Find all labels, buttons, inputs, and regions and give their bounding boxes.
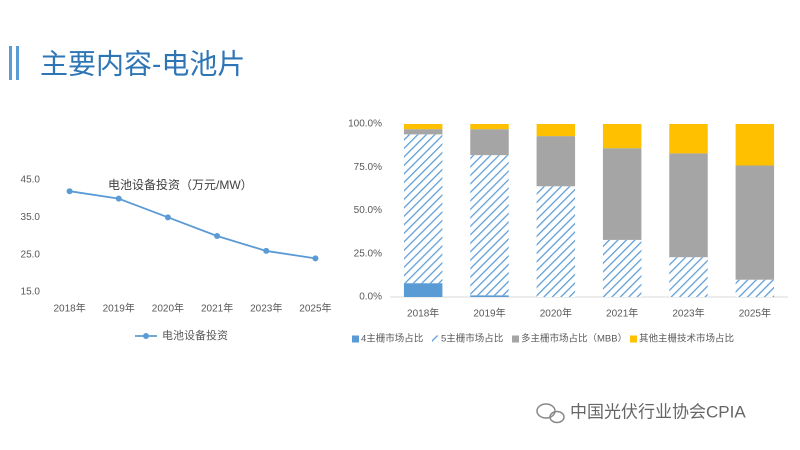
bar-segment [470,129,509,156]
watermark-icon [536,403,565,424]
y-tick-label: 75.0% [354,162,382,173]
bar-segment [403,283,443,297]
marker [115,195,122,202]
y-tick-label: 50.0% [354,205,382,216]
y-tick-label: 25.0 [21,249,41,260]
bar-segment [669,257,708,297]
x-tick-label: 2023年 [250,302,282,315]
x-tick-label: 2025年 [299,302,331,315]
y-tick-label: 35.0 [21,212,41,223]
legend-label: 其他主栅技术市场占比 [639,333,734,345]
legend-label: 5主栅市场占比 [441,333,503,345]
marker [66,188,73,195]
chart-title: 电池设备投资（万元/MW） [108,177,253,192]
bar-segment [602,124,642,149]
bar-segment [602,148,642,240]
bar-segment [536,186,576,297]
y-tick-label: 45.0 [21,175,41,186]
line [69,190,316,260]
marker [263,247,270,254]
x-tick-label: 2025年 [739,307,771,320]
legend-label: 4主栅市场占比 [361,333,423,345]
slide-title: 主要内容-电池片 [40,48,245,79]
marker [312,255,319,262]
bar-segment [470,295,509,297]
legend-label: 电池设备投资 [162,328,228,342]
legend-swatch [143,333,149,339]
y-tick-label: 15.0 [21,287,41,298]
x-tick-label: 2020年 [152,302,184,315]
x-tick-label: 2023年 [672,307,704,320]
bar-segment [470,155,509,296]
legend-label: 多主栅市场占比（MBB） [521,333,627,345]
x-tick-label: 2021年 [606,307,638,320]
title-bar [9,46,12,80]
y-tick-label: 0.0% [359,292,382,303]
legend-swatch [630,335,637,343]
bar-segment [470,124,509,130]
bar-segment [669,124,708,154]
bar-segment [403,134,443,284]
x-tick-label: 2019年 [473,307,505,320]
marker [164,214,171,221]
y-tick-label: 100.0% [348,119,382,130]
legend-swatch [432,335,439,343]
bar-segment [536,136,576,187]
title-bar [16,46,19,80]
bar-segment [602,239,642,297]
x-tick-label: 2018年 [53,302,85,315]
x-tick-label: 2021年 [201,302,233,315]
bar-segment [403,129,443,135]
legend-swatch [512,335,519,343]
bar-segment [735,124,775,166]
x-tick-label: 2020年 [540,307,572,320]
bar-segment [536,124,576,137]
y-tick-label: 25.0% [354,248,382,259]
bar-segment [735,165,775,280]
bar-segment [669,153,708,258]
legend-swatch [352,335,359,343]
x-tick-label: 2019年 [103,302,135,315]
bar-segment [735,279,775,297]
marker [214,233,221,239]
x-tick-label: 2018年 [407,307,439,320]
bar-segment [403,124,443,130]
watermark: 中国光伏行业协会CPIA [570,402,746,421]
